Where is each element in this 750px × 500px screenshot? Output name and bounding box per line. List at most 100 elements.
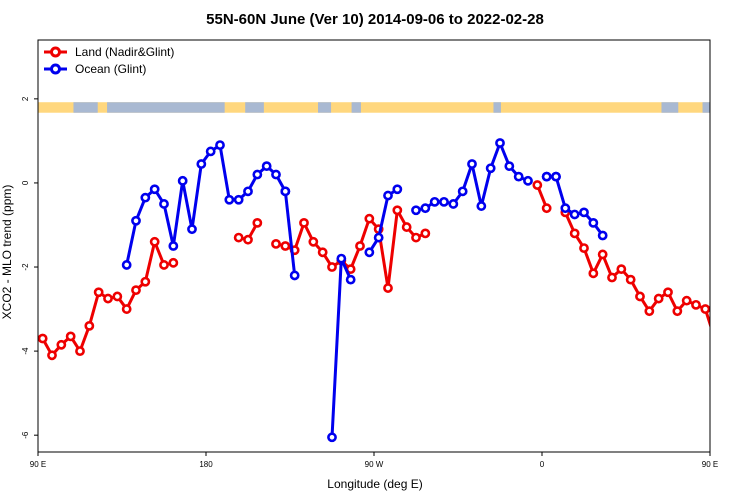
data-point — [672, 306, 683, 317]
legend-label-ocean: Ocean (Glint) — [75, 62, 146, 76]
data-point — [103, 293, 113, 304]
data-point — [681, 295, 692, 306]
data-point — [364, 247, 375, 258]
data-point — [121, 304, 132, 314]
series-ocean — [121, 138, 608, 443]
series-line — [368, 188, 399, 254]
data-point — [420, 228, 431, 239]
data-point — [541, 203, 552, 214]
data-point — [75, 346, 85, 357]
data-point — [569, 209, 580, 220]
legend-swatch-ocean-marker — [50, 63, 61, 75]
data-point — [84, 320, 95, 331]
data-point — [541, 171, 552, 182]
data-point — [569, 228, 580, 239]
x-tick-label: 90 W — [365, 460, 384, 469]
data-point — [140, 276, 151, 287]
data-point — [224, 194, 235, 205]
y-axis-label: XCO2 - MLO trend (ppm) — [0, 185, 14, 320]
series-line — [563, 211, 710, 329]
plot-frame — [37, 39, 711, 453]
data-point — [233, 194, 244, 205]
y-tick-label: -2 — [21, 263, 30, 271]
data-point — [196, 159, 207, 169]
band-ocean-segment — [351, 102, 361, 113]
data-point — [308, 236, 319, 247]
data-point — [523, 175, 533, 186]
data-point — [252, 169, 263, 180]
band-ocean-segment — [245, 102, 264, 113]
data-point — [149, 184, 160, 195]
data-point — [411, 205, 421, 216]
y-tick-label: 0 — [21, 180, 30, 185]
axes: 90 E 180 90 W 0 90 E -6 -4 -2 0 2 — [21, 96, 718, 469]
data-point — [607, 272, 617, 283]
x-tick-label: 90 E — [702, 460, 718, 469]
data-point — [355, 241, 365, 251]
y-tick-label: 2 — [21, 96, 30, 101]
data-point — [205, 146, 216, 157]
series-line — [330, 257, 353, 438]
data-point — [485, 163, 496, 174]
data-point — [364, 213, 375, 224]
data-point — [467, 159, 477, 169]
data-point — [373, 232, 384, 243]
band-land — [38, 102, 710, 113]
data-point — [233, 232, 244, 243]
data-point — [159, 260, 169, 270]
chart-title: 55N-60N June (Ver 10) 2014-09-06 to 2022… — [206, 11, 544, 28]
data-point — [448, 199, 459, 209]
data-point — [588, 217, 599, 228]
data-point — [383, 190, 393, 201]
data-point — [93, 287, 104, 298]
legend-item-land: Land (Nadir&Glint) — [44, 45, 174, 59]
x-tick-label: 180 — [199, 460, 213, 469]
data-point — [168, 257, 179, 268]
x-axis-label: Longitude (deg E) — [327, 477, 422, 491]
data-point — [625, 274, 636, 285]
data-point — [700, 304, 710, 314]
data-point — [299, 217, 309, 228]
data-point — [401, 222, 412, 232]
data-point — [140, 192, 151, 203]
band-ocean-segment — [318, 102, 332, 113]
data-point — [289, 270, 300, 281]
land-ocean-band — [38, 102, 710, 113]
data-point — [532, 180, 543, 190]
data-point — [215, 140, 225, 151]
data-point — [392, 184, 403, 195]
data-point — [47, 350, 57, 361]
data-point — [439, 196, 449, 207]
data-point — [411, 232, 421, 243]
legend-swatch-land-marker — [50, 46, 61, 58]
data-point — [345, 274, 356, 285]
data-point — [187, 224, 197, 235]
legend: Land (Nadir&Glint) Ocean (Glint) — [44, 45, 174, 76]
data-point — [280, 241, 291, 251]
data-point — [476, 201, 487, 211]
data-point — [739, 333, 746, 340]
data-point — [457, 186, 468, 197]
data-point — [383, 283, 393, 293]
data-point — [597, 249, 608, 260]
data-point — [261, 161, 272, 172]
data-point — [635, 291, 645, 302]
data-point — [560, 203, 571, 214]
data-point — [644, 306, 655, 317]
data-point — [65, 331, 76, 342]
band-ocean-segment — [661, 102, 679, 113]
data-point — [280, 186, 291, 197]
data-point — [730, 341, 737, 348]
data-point — [653, 293, 664, 304]
data-point — [504, 161, 515, 172]
data-point — [168, 241, 179, 251]
series-layer — [38, 138, 746, 443]
data-point — [495, 138, 505, 148]
data-point — [663, 287, 673, 298]
data-point — [551, 171, 561, 182]
legend-item-ocean: Ocean (Glint) — [44, 62, 146, 76]
data-point — [177, 175, 188, 186]
data-point — [429, 196, 440, 207]
data-point — [579, 243, 589, 254]
data-point — [112, 291, 123, 302]
